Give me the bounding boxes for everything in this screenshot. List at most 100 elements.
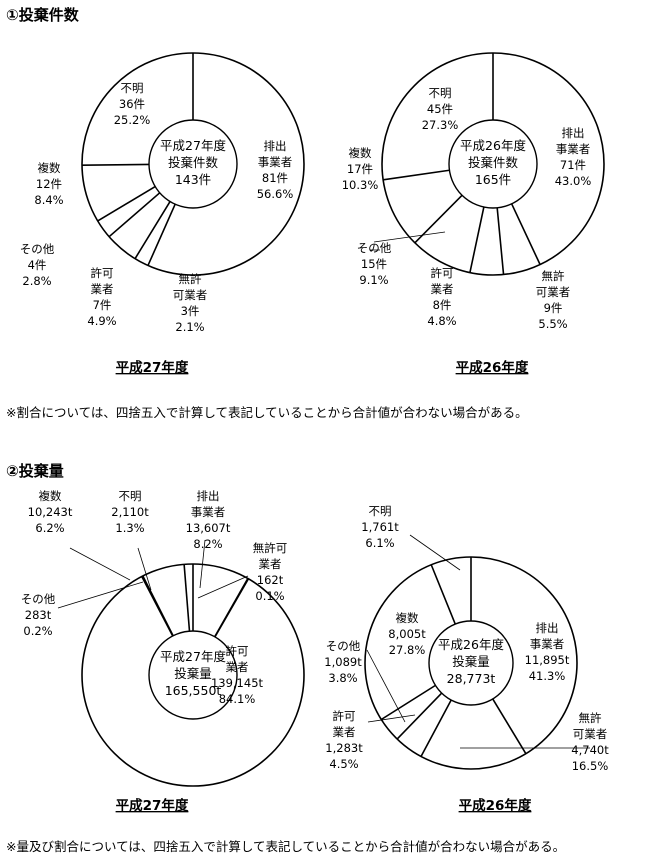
chart2-slice-2-boundary: [510, 203, 541, 265]
chart3-slice-label: 10,243t: [28, 505, 73, 519]
chart3-center-text: 平成27年度: [160, 649, 226, 664]
chart4-slice-label: 41.3%: [529, 669, 566, 683]
chart4-slice-2-boundary: [492, 698, 527, 755]
chart4-slice-label: 可業者: [573, 727, 608, 741]
chart2-slice-label: 71件: [560, 158, 586, 172]
chart2-slice-label: 9件: [544, 301, 563, 315]
chart2-center-text: 平成26年度: [460, 138, 526, 153]
chart4-leader-line: [409, 534, 461, 571]
chart4-slice-label: 不明: [369, 504, 392, 518]
chart3-leader-line: [197, 575, 249, 599]
chart3-slice-label: 事業者: [191, 505, 226, 519]
chart3-slice-3-boundary: [214, 578, 250, 638]
chart1-slice-label: その他: [20, 242, 55, 256]
section2-title: ②投棄量: [6, 462, 64, 480]
chart4-slice-label: 4.5%: [329, 757, 358, 771]
chart3-slice-label: 1.3%: [115, 521, 144, 535]
chart2-slice-label: 17件: [347, 162, 373, 176]
chart3-slice-6-boundary: [183, 564, 191, 632]
chart1-slice-label: 12件: [36, 177, 62, 191]
chart2-slice-label: 5.5%: [538, 317, 567, 331]
chart1-year-label: 平成27年度: [116, 359, 189, 376]
chart3-slice-5-boundary: [142, 575, 174, 637]
chart2-center-text: 165件: [475, 172, 511, 187]
chart1-slice-2-boundary: [147, 203, 176, 266]
chart3-slice-label: 13,607t: [186, 521, 231, 535]
chart2-hole: [448, 119, 538, 209]
chart3-year-label: 平成27年度: [116, 797, 189, 814]
chart2-slice-label: 9.1%: [359, 273, 388, 287]
chart4-slice-4-boundary: [396, 692, 443, 740]
chart2-slice-label: 複数: [349, 146, 372, 160]
chart4-slice-label: 排出: [536, 621, 559, 635]
chart3-slice-label: 2,110t: [111, 505, 149, 519]
chart1-slice-label: 許可: [91, 266, 114, 280]
chart3-slice-label: 業者: [226, 660, 249, 674]
chart4-center-text: 投棄量: [452, 654, 490, 669]
chart1-hole: [148, 119, 238, 209]
chart3-slice-label: 無許可: [253, 541, 288, 555]
chart1-slice-label: 業者: [91, 282, 114, 296]
chart2-slice-label: 無許: [542, 269, 565, 283]
chart3-center-text: 165,550t: [165, 683, 222, 698]
chart3-center-text: 投棄量: [174, 666, 212, 681]
chart3-leader-line: [69, 547, 131, 581]
chart1-slice-label: 81件: [262, 171, 288, 185]
chart1-slice-label: 事業者: [258, 155, 293, 169]
chart4-slice-5-boundary: [380, 684, 436, 721]
chart3-slice-label: 139,145t: [211, 676, 264, 690]
chart1-slice-label: 25.2%: [114, 113, 151, 127]
chart4-slice-label: 1,761t: [361, 520, 399, 534]
chart4-leader-line: [366, 649, 406, 723]
chart1-slice-4-boundary: [108, 192, 161, 238]
chart1-slice-label: 2.1%: [175, 320, 204, 334]
chart1-slice-label: 無許: [179, 272, 202, 286]
chart4-slice-label: 4,740t: [571, 743, 609, 757]
chart4-slice-3-boundary: [420, 699, 452, 757]
chart3-leader-line: [199, 539, 206, 589]
chart1-center-text: 143件: [175, 172, 211, 187]
chart2-slice-label: 可業者: [536, 285, 571, 299]
chart3-hole: [148, 630, 238, 720]
chart3-slice-label: 283t: [25, 608, 52, 622]
chart3-slice-label: その他: [21, 592, 56, 606]
chart2-slice-6-boundary: [383, 169, 450, 181]
chart2-slice-3-boundary: [496, 207, 505, 275]
chart3-slice-label: 0.2%: [23, 624, 52, 638]
chart4-slice-label: 無許: [579, 711, 602, 725]
chart4-center-text: 平成26年度: [438, 637, 504, 652]
chart4-leader-line: [367, 714, 416, 723]
chart3-slice-label: 許可: [226, 644, 249, 658]
section2-note: ※量及び割合については、四捨五入で計算して表記していることから合計値が合わない場…: [6, 839, 566, 854]
chart1-slice-label: 7件: [93, 298, 112, 312]
chart2-slice-4-boundary: [469, 206, 485, 273]
chart1-slice-label: 8.4%: [34, 193, 63, 207]
chart4-slice-6-boundary: [430, 564, 456, 625]
chart2-slice-label: 業者: [431, 282, 454, 296]
chart1-center-text: 投棄件数: [168, 155, 219, 170]
chart2-year-label: 平成26年度: [456, 359, 529, 376]
chart4-slice-label: 複数: [396, 611, 419, 625]
chart4-slice-label: 許可: [333, 709, 356, 723]
chart4-slice-label: 6.1%: [365, 536, 394, 550]
section1-title: ①投棄件数: [6, 6, 79, 24]
chart3-leader-line: [57, 581, 144, 609]
chart4-slice-label: 1,089t: [324, 655, 362, 669]
chart4-slice-label: 16.5%: [572, 759, 609, 773]
section1-note: ※割合については、四捨五入で計算して表記していることから合計値が合わない場合があ…: [6, 405, 528, 420]
chart1-slice-label: 2.8%: [22, 274, 51, 288]
chart1-slice-label: 排出: [264, 139, 287, 153]
chart4-slice-label: 27.8%: [389, 643, 426, 657]
chart3-slice-label: 162t: [257, 573, 284, 587]
chart1-center-text: 平成27年度: [160, 138, 226, 153]
chart4-slice-label: 3.8%: [328, 671, 357, 685]
chart4-slice-label: 業者: [333, 725, 356, 739]
chart2-slice-label: 15件: [361, 257, 387, 271]
chart1-slice-label: 複数: [38, 161, 61, 175]
chart2-slice-label: 許可: [431, 266, 454, 280]
chart4-center-text: 28,773t: [447, 671, 496, 686]
chart1-slice-label: 3件: [181, 304, 200, 318]
chart1-slice-label: 不明: [121, 81, 144, 95]
chart2-slice-label: 不明: [429, 86, 452, 100]
